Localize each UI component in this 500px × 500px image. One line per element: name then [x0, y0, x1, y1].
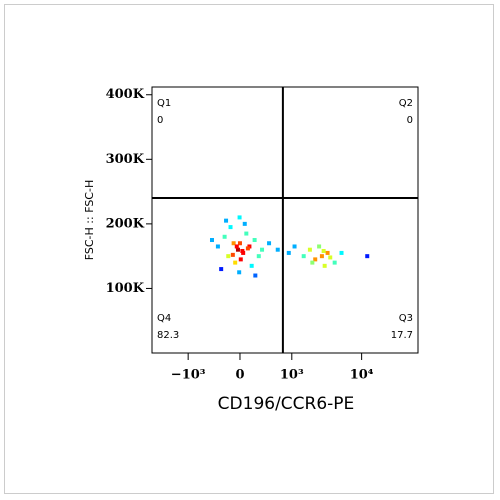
point [219, 267, 224, 272]
quadrant-value: 82.3 [157, 330, 179, 341]
point [245, 246, 250, 251]
y-tick-label: 100K [106, 281, 145, 296]
point [322, 263, 327, 268]
point [235, 247, 240, 252]
point [226, 254, 231, 259]
point [267, 241, 272, 246]
point [237, 241, 242, 246]
frame [4, 4, 494, 494]
point [339, 250, 344, 255]
x-tick-label: 10³ [280, 368, 304, 383]
quadrant-name: Q3 [399, 313, 413, 324]
point [253, 273, 258, 278]
point [313, 257, 318, 262]
point [230, 252, 235, 257]
x-tick-label: 10⁴ [350, 368, 374, 383]
point [237, 215, 242, 220]
quadrant-name: Q4 [157, 313, 171, 324]
point [238, 257, 243, 262]
point [231, 241, 236, 246]
point [256, 254, 261, 259]
point [224, 218, 229, 223]
quadrant-name: Q2 [399, 98, 413, 109]
point [275, 247, 280, 252]
point [328, 255, 333, 260]
y-tick-label: 400K [106, 87, 145, 102]
quadrant-value: 0 [157, 115, 163, 126]
x-tick-label: −10³ [171, 368, 206, 383]
point [365, 254, 370, 259]
point [332, 260, 337, 265]
point [310, 260, 315, 265]
point [237, 270, 242, 275]
point [222, 234, 227, 239]
plot-frame [151, 86, 419, 354]
point [317, 244, 322, 249]
point [234, 244, 239, 249]
point [321, 248, 326, 253]
quadrant-value: 17.7 [391, 330, 413, 341]
point [244, 231, 249, 236]
point [228, 225, 233, 230]
point [240, 248, 245, 253]
y-tick-label: 200K [106, 216, 145, 231]
point [307, 247, 312, 252]
quadrant-value: 0 [407, 115, 413, 126]
point [249, 263, 254, 268]
x-axis-label: CD196/CCR6-PE [218, 394, 355, 414]
quadrant-name: Q1 [157, 98, 171, 109]
point [215, 244, 220, 249]
point [325, 250, 330, 255]
point [242, 221, 247, 226]
point [209, 238, 214, 243]
point [286, 250, 291, 255]
point [292, 244, 297, 249]
point [252, 238, 257, 243]
point [260, 247, 265, 252]
x-tick-label: 0 [235, 368, 244, 383]
point [319, 254, 324, 259]
y-tick-label: 300K [106, 152, 145, 167]
y-axis-label: FSC-H :: FSC-H [83, 180, 96, 260]
point [301, 254, 306, 259]
point [233, 260, 238, 265]
